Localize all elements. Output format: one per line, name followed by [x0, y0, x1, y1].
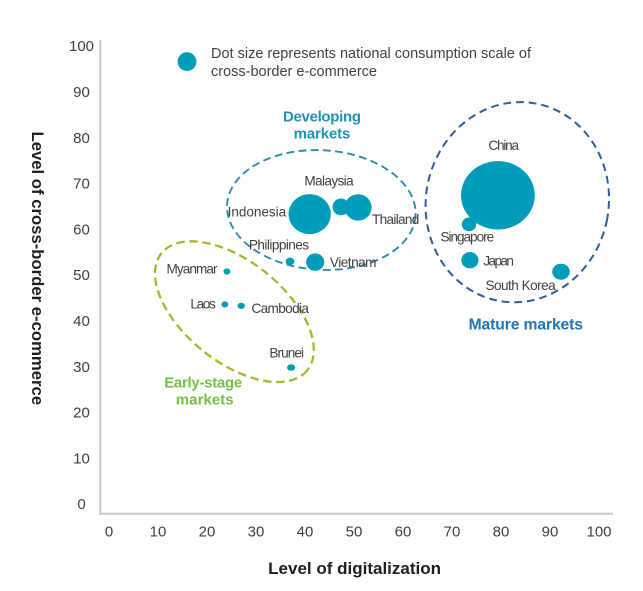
- svg-text:40: 40: [297, 524, 314, 541]
- svg-text:Early-stage: Early-stage: [164, 375, 242, 392]
- svg-text:30: 30: [73, 359, 90, 376]
- svg-text:90: 90: [542, 524, 559, 541]
- svg-text:40: 40: [73, 313, 90, 330]
- svg-text:50: 50: [73, 267, 90, 284]
- svg-text:20: 20: [199, 524, 216, 541]
- svg-text:Laos: Laos: [190, 296, 216, 311]
- svg-text:Malaysia: Malaysia: [304, 173, 354, 188]
- svg-text:Vietnam: Vietnam: [330, 255, 377, 270]
- svg-text:Philippines: Philippines: [249, 238, 309, 253]
- svg-text:Indonesia: Indonesia: [228, 204, 287, 219]
- svg-text:Level of cross-border e-commer: Level of cross-border e-commerce: [28, 132, 47, 406]
- svg-text:10: 10: [73, 450, 90, 467]
- svg-text:100: 100: [69, 38, 94, 55]
- svg-text:0: 0: [77, 496, 85, 513]
- svg-text:Myanmar: Myanmar: [167, 262, 218, 277]
- svg-text:60: 60: [73, 221, 90, 238]
- svg-text:Japan: Japan: [483, 254, 514, 269]
- svg-text:Mature markets: Mature markets: [469, 317, 584, 334]
- svg-text:South Korea: South Korea: [485, 278, 556, 293]
- svg-text:Level of digitalization: Level of digitalization: [268, 559, 441, 578]
- svg-text:Cambodia: Cambodia: [251, 301, 309, 316]
- svg-text:0: 0: [105, 524, 113, 541]
- svg-text:Thailand: Thailand: [372, 212, 419, 227]
- svg-text:90: 90: [73, 84, 90, 101]
- svg-text:20: 20: [73, 405, 90, 422]
- svg-text:markets: markets: [294, 126, 351, 143]
- svg-text:100: 100: [586, 524, 611, 541]
- svg-text:30: 30: [248, 524, 265, 541]
- svg-text:70: 70: [73, 176, 90, 193]
- svg-text:Dot size represents national c: Dot size represents national consumption…: [211, 46, 532, 62]
- svg-text:markets: markets: [176, 392, 234, 409]
- svg-text:Brunei: Brunei: [269, 346, 304, 361]
- svg-text:Singapore: Singapore: [440, 230, 494, 245]
- svg-text:70: 70: [444, 524, 461, 541]
- svg-text:Developing: Developing: [283, 109, 361, 126]
- svg-text:10: 10: [150, 524, 167, 541]
- svg-text:cross-border e-commerce: cross-border e-commerce: [211, 64, 377, 80]
- svg-text:60: 60: [395, 524, 412, 541]
- svg-text:80: 80: [73, 130, 90, 147]
- svg-text:50: 50: [346, 524, 363, 541]
- svg-text:China: China: [488, 138, 519, 153]
- svg-text:80: 80: [493, 524, 510, 541]
